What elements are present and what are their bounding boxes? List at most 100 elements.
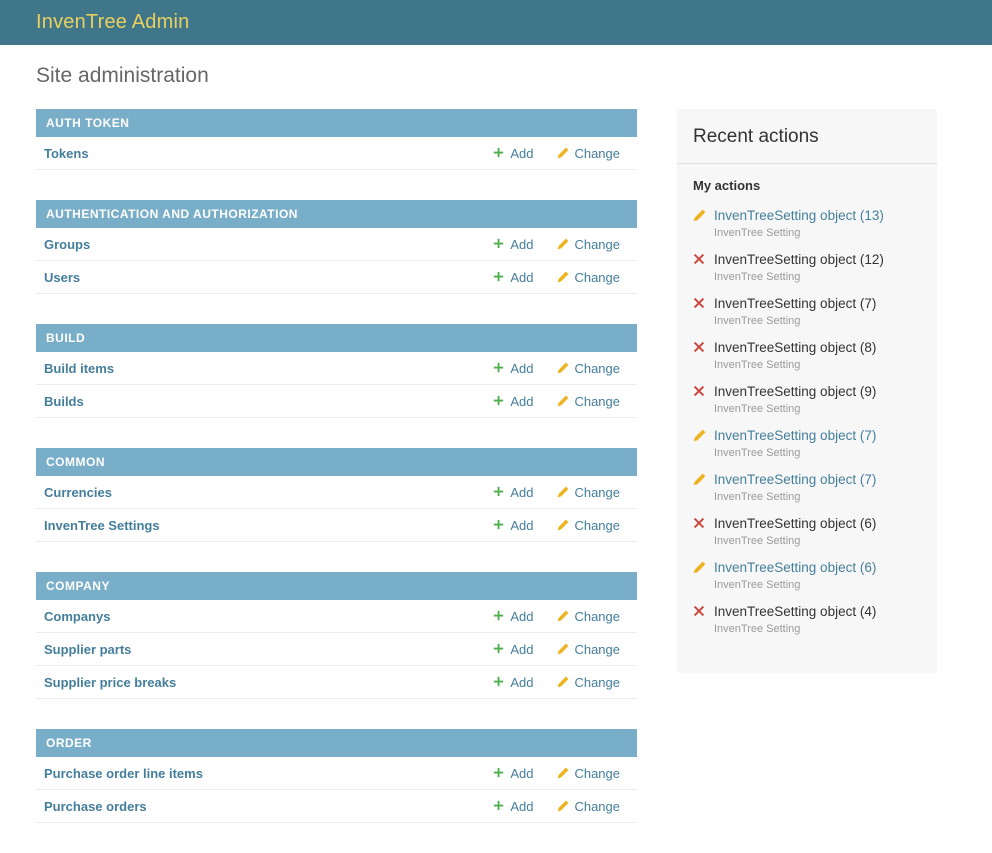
branding-bar: InvenTree Admin [0, 0, 992, 45]
change-link[interactable]: Change [557, 799, 620, 814]
model-link[interactable]: Purchase orders [44, 798, 147, 814]
add-link[interactable]: Add [493, 485, 533, 500]
app-module: COMPANY Companys Add Change Supplier parts Ad… [36, 572, 637, 699]
plus-icon [493, 519, 505, 531]
x-icon [693, 385, 706, 398]
add-link[interactable]: Add [493, 642, 533, 657]
action-object-label: InvenTreeSetting object (6) [714, 516, 877, 531]
app-title[interactable]: InvenTree Admin [36, 11, 190, 33]
add-label: Add [510, 269, 534, 285]
add-link[interactable]: Add [493, 146, 533, 161]
change-label: Change [574, 360, 620, 376]
change-label: Change [574, 393, 620, 409]
action-object-link[interactable]: InvenTreeSetting object (6) [714, 560, 877, 575]
change-link[interactable]: Change [557, 361, 620, 376]
change-label: Change [574, 641, 620, 657]
add-link[interactable]: Add [493, 361, 533, 376]
plus-icon [493, 800, 505, 812]
recent-action-item: InvenTreeSetting object (7) InvenTree Set… [693, 471, 921, 504]
model-link[interactable]: Users [44, 269, 81, 285]
module-caption: COMMON [36, 448, 637, 476]
recent-action-item: InvenTreeSetting object (6) InvenTree Set… [693, 515, 921, 548]
x-icon [693, 517, 706, 530]
model-link[interactable]: Supplier parts [44, 641, 132, 657]
add-link[interactable]: Add [493, 609, 533, 624]
app-module: AUTHENTICATION AND AUTHORIZATION Groups Ad… [36, 200, 637, 294]
change-link[interactable]: Change [557, 146, 620, 161]
action-main-line: InvenTreeSetting object (7) [693, 295, 921, 312]
pencil-icon [557, 238, 569, 250]
plus-icon [493, 676, 505, 688]
action-main-line: InvenTreeSetting object (6) [693, 559, 921, 576]
change-link[interactable]: Change [557, 766, 620, 781]
action-object-label: InvenTreeSetting object (8) [714, 340, 877, 355]
pencil-icon [557, 362, 569, 374]
model-link[interactable]: Supplier price breaks [44, 674, 177, 690]
model-row: InvenTree Settings Add Change [36, 509, 637, 542]
pencil-icon [693, 561, 706, 574]
model-row: Supplier price breaks Add Change [36, 666, 637, 699]
model-link[interactable]: Companys [44, 608, 111, 624]
change-link[interactable]: Change [557, 485, 620, 500]
add-link[interactable]: Add [493, 799, 533, 814]
app-module: COMMON Currencies Add Change InvenTree Setti… [36, 448, 637, 542]
module-caption: COMPANY [36, 572, 637, 600]
action-object-link[interactable]: InvenTreeSetting object (7) [714, 472, 877, 487]
action-object-label: InvenTreeSetting object (4) [714, 604, 877, 619]
model-row: Purchase orders Add Change [36, 790, 637, 823]
add-link[interactable]: Add [493, 518, 533, 533]
recent-action-item: InvenTreeSetting object (13) InvenTree Se… [693, 207, 921, 240]
model-link[interactable]: InvenTree Settings [44, 517, 160, 533]
change-link[interactable]: Change [557, 642, 620, 657]
add-link[interactable]: Add [493, 675, 533, 690]
module-list: AUTH TOKEN Tokens Add Change AUTHENTICATION … [36, 109, 637, 853]
action-object-label: InvenTreeSetting object (7) [714, 296, 877, 311]
change-link[interactable]: Change [557, 270, 620, 285]
module-caption: ORDER [36, 729, 637, 757]
model-link[interactable]: Build items [44, 360, 115, 376]
action-type-label: InvenTree Setting [714, 535, 801, 547]
x-icon [693, 341, 706, 354]
action-type-label: InvenTree Setting [714, 227, 801, 239]
model-link[interactable]: Groups [44, 236, 91, 252]
action-type-label: InvenTree Setting [714, 403, 801, 415]
recent-action-item: InvenTreeSetting object (7) InvenTree Set… [693, 295, 921, 328]
pencil-icon [557, 271, 569, 283]
recent-action-item: InvenTreeSetting object (7) InvenTree Set… [693, 427, 921, 460]
model-link[interactable]: Currencies [44, 484, 112, 500]
change-label: Change [574, 145, 620, 161]
change-label: Change [574, 484, 620, 500]
action-type-label: InvenTree Setting [714, 447, 801, 459]
app-module: AUTH TOKEN Tokens Add Change [36, 109, 637, 170]
action-object-link[interactable]: InvenTreeSetting object (13) [714, 208, 884, 223]
add-link[interactable]: Add [493, 766, 533, 781]
action-type-label: InvenTree Setting [714, 359, 801, 371]
plus-icon [493, 362, 505, 374]
recent-actions-panel: Recent actions My actions InvenTreeSetti… [677, 109, 937, 673]
model-row: Purchase order line items Add Change [36, 757, 637, 790]
recent-action-item: InvenTreeSetting object (12) InvenTree Se… [693, 251, 921, 284]
change-link[interactable]: Change [557, 675, 620, 690]
add-link[interactable]: Add [493, 394, 533, 409]
plus-icon [493, 238, 505, 250]
change-link[interactable]: Change [557, 609, 620, 624]
my-actions-heading: My actions [693, 178, 761, 193]
action-object-label: InvenTreeSetting object (12) [714, 252, 884, 267]
add-link[interactable]: Add [493, 270, 533, 285]
change-link[interactable]: Change [557, 518, 620, 533]
add-label: Add [510, 674, 534, 690]
change-label: Change [574, 608, 620, 624]
model-link[interactable]: Purchase order line items [44, 765, 203, 781]
change-link[interactable]: Change [557, 394, 620, 409]
model-link[interactable]: Builds [44, 393, 84, 409]
pencil-icon [557, 676, 569, 688]
add-link[interactable]: Add [493, 237, 533, 252]
module-caption: AUTH TOKEN [36, 109, 637, 137]
plus-icon [493, 271, 505, 283]
action-object-link[interactable]: InvenTreeSetting object (7) [714, 428, 877, 443]
pencil-icon [693, 429, 706, 442]
model-row: Builds Add Change [36, 385, 637, 418]
recent-action-item: InvenTreeSetting object (4) InvenTree Set… [693, 603, 921, 636]
change-link[interactable]: Change [557, 237, 620, 252]
model-link[interactable]: Tokens [44, 145, 89, 161]
